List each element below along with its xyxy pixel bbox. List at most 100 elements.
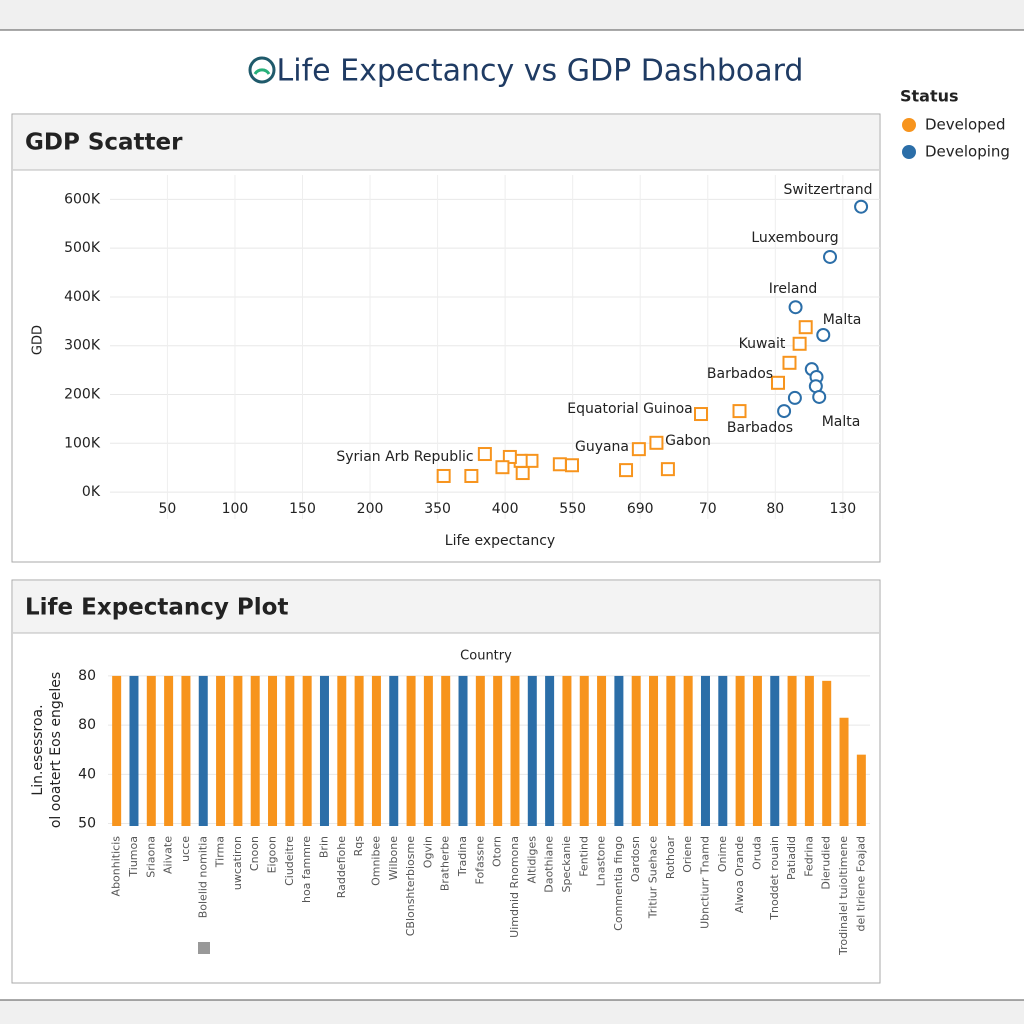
- bar: [250, 675, 260, 826]
- x-tick-label: 150: [289, 501, 316, 517]
- point: [782, 355, 797, 370]
- x-tick-label: Fentind: [577, 836, 590, 877]
- bar: [319, 675, 329, 826]
- point: [854, 199, 869, 214]
- y-tick-label: 500K: [64, 240, 101, 256]
- x-tick-label: Fedrina: [802, 836, 815, 877]
- bar: [354, 675, 364, 826]
- bar: [839, 717, 849, 826]
- point: [694, 407, 709, 422]
- point: [649, 435, 664, 450]
- legend-label: Developing: [925, 143, 1010, 161]
- x-tick-label: Commentia fingo: [612, 836, 625, 931]
- x-tick-label: Ciudeitre: [283, 836, 296, 886]
- x-tick-label: Sriaona: [144, 836, 157, 878]
- x-tick-label: Aiivate: [162, 836, 175, 874]
- bar: [216, 675, 226, 826]
- annotation: Barbados: [727, 420, 793, 436]
- annotation: Switzertrand: [783, 182, 872, 198]
- bar: [198, 675, 208, 826]
- bottom-bar: [0, 1000, 1024, 1024]
- bar: [735, 675, 745, 826]
- x-tick-label: uwcatiron: [231, 836, 244, 890]
- x-tick-label: 550: [559, 501, 586, 517]
- bar: [268, 675, 278, 826]
- x-tick-label: Tradina: [456, 836, 469, 877]
- x-tick-label: Rqs: [352, 836, 365, 857]
- x-tick-label: CBlonshterbiosme: [404, 836, 417, 937]
- bar: [770, 675, 780, 826]
- x-tick-label: Uimdnid Rnomona: [508, 836, 521, 938]
- panel-title: GDP Scatter: [25, 130, 183, 156]
- point: [812, 389, 827, 404]
- annotation: Kuwait: [739, 336, 786, 352]
- point: [732, 404, 747, 419]
- point: [771, 375, 786, 390]
- x-tick-label: Altidiges: [525, 836, 538, 884]
- y-tick-label: 200K: [64, 387, 101, 403]
- bar: [787, 675, 797, 826]
- scatter-header: [13, 115, 879, 170]
- x-tick-label: 70: [699, 501, 717, 517]
- x-tick-label: Daothiane: [543, 836, 556, 893]
- bar: [804, 675, 814, 826]
- x-tick-label: Raddefiohe: [335, 836, 348, 899]
- title-icon-arc: [253, 68, 271, 75]
- bar: [683, 675, 693, 826]
- point: [798, 320, 813, 335]
- x-tick-label: Omnibee: [369, 836, 382, 886]
- bar: [475, 675, 485, 826]
- annotation: Malta: [822, 414, 861, 430]
- y-tick-label: 50: [78, 816, 96, 832]
- x-tick-label: Onime: [716, 836, 729, 872]
- x-tick-label: Speckanie: [560, 836, 573, 893]
- legend-swatch: [902, 118, 916, 132]
- y-tick-label: 100K: [64, 435, 101, 451]
- annotation: Syrian Arb Republic: [336, 449, 473, 465]
- bar: [441, 675, 451, 826]
- y-tick-label: 80: [78, 668, 96, 684]
- bar: [822, 680, 832, 826]
- point: [619, 463, 634, 478]
- bar: [164, 675, 174, 826]
- y-tick-label: 400K: [64, 289, 101, 305]
- dashboard-title: Life Expectancy vs GDP Dashboard: [277, 54, 804, 89]
- legend-label: Developed: [925, 116, 1006, 134]
- bar: [597, 675, 607, 826]
- point: [823, 249, 838, 264]
- bar: [752, 675, 762, 826]
- bar: [493, 675, 503, 826]
- x-tick-label: ucce: [179, 836, 192, 862]
- x-tick-label: Ubnctiurr Tnamd: [698, 836, 711, 929]
- point: [792, 336, 807, 351]
- annotation: Guyana: [575, 439, 629, 455]
- bar: [371, 675, 381, 826]
- x-tick-label: Bolelid nomitia: [196, 836, 209, 918]
- scatter-panel: [11, 113, 881, 563]
- bar: [666, 675, 676, 826]
- annotation: Equatorial Guinoa: [567, 401, 692, 417]
- y-axis-title: Lin.esessroa.: [30, 704, 46, 795]
- x-tick-label: Eigoon: [266, 836, 279, 873]
- point: [660, 462, 675, 477]
- x-tick-label: Dierudied: [820, 836, 833, 890]
- y-tick-label: 0K: [82, 484, 101, 500]
- point: [631, 442, 646, 457]
- x-tick-label: Otorn: [491, 836, 504, 867]
- legend-title: Status: [900, 87, 959, 106]
- annotation: Gabon: [665, 433, 711, 449]
- bar: [579, 675, 589, 826]
- bar: [181, 675, 191, 826]
- x-tick-label: Rothoar: [664, 836, 677, 880]
- x-tick-label: Alwoa Orande: [733, 836, 746, 913]
- point: [436, 468, 451, 483]
- point: [477, 447, 492, 462]
- point: [552, 457, 567, 472]
- point: [515, 466, 530, 481]
- point: [502, 449, 517, 464]
- point: [565, 458, 579, 473]
- x-tick-label: Tritiur Suehace: [647, 836, 660, 920]
- point: [464, 468, 479, 483]
- annotation: Barbados: [707, 366, 773, 382]
